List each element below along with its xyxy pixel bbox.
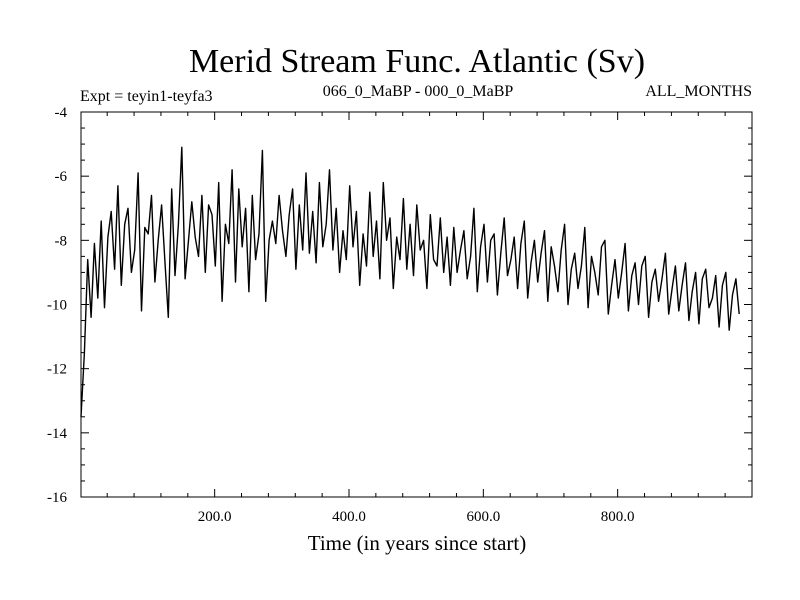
x-tick-label: 200.0	[198, 509, 232, 525]
series-line	[80, 146, 740, 417]
x-tick-label: 800.0	[601, 509, 635, 525]
chart-title: Merid Stream Func. Atlantic (Sv)	[189, 43, 645, 80]
x-tick-label: 400.0	[332, 509, 366, 525]
y-tick-label: -10	[47, 298, 67, 314]
y-axis-tick-labels: -4 -6 -8 -10 -12 -14 -16	[47, 105, 67, 506]
x-tick-label: 600.0	[466, 509, 500, 525]
y-axis-ticks	[81, 111, 752, 498]
y-tick-label: -8	[55, 233, 68, 249]
comparison-label: 066_0_MaBP - 000_0_MaBP	[323, 83, 514, 100]
months-label: ALL_MONTHS	[645, 83, 752, 100]
y-tick-label: -6	[55, 169, 68, 185]
x-axis-ticks	[106, 112, 726, 497]
plot-frame	[80, 111, 753, 498]
x-axis-label: Time (in years since start)	[308, 531, 527, 555]
y-tick-label: -12	[47, 362, 67, 378]
experiment-label: Expt = teyin1-teyfa3	[80, 88, 213, 105]
y-tick-label: -14	[47, 426, 67, 442]
y-tick-label: -16	[47, 490, 67, 506]
x-axis-tick-labels: 200.0 400.0 600.0 800.0	[198, 509, 635, 525]
y-tick-label: -4	[55, 105, 68, 121]
